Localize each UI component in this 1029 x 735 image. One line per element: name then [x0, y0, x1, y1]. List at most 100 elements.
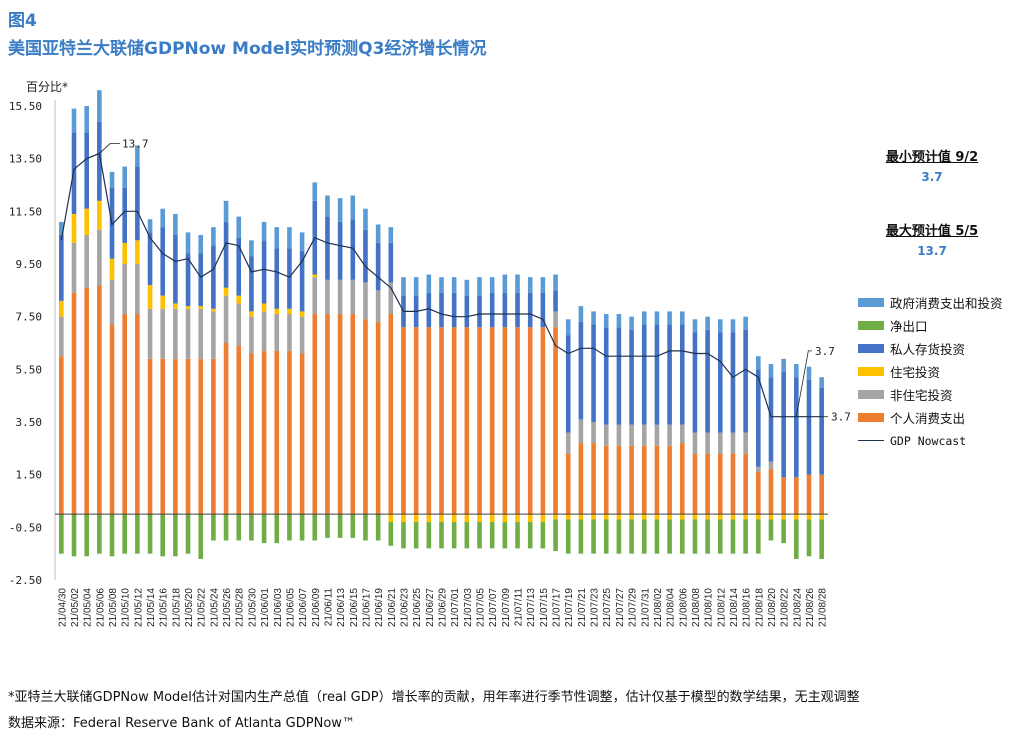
bar-segment-res	[249, 311, 254, 317]
bar-segment-netexp	[667, 519, 672, 554]
bar-segment-inv	[299, 250, 305, 312]
bar-segment-inv	[388, 242, 394, 283]
bar-segment-pce	[249, 353, 254, 515]
bar-segment-netexp	[717, 519, 723, 554]
bar-segment-inv	[363, 229, 368, 283]
bar-segment-res	[426, 514, 432, 523]
bar-segment-pce	[527, 327, 533, 515]
bar-segment-pce	[717, 453, 723, 515]
bar-segment-netexp	[756, 519, 761, 554]
y-tick-label: -2.50	[9, 574, 42, 587]
legend-label-nowcast: GDP Nowcast	[890, 433, 967, 448]
bar-segment-gov	[692, 319, 698, 333]
bar-segment-nonres	[743, 432, 748, 454]
bar-segment-inv	[502, 292, 508, 328]
bar-segment-netexp	[578, 519, 584, 554]
y-tick-label: 3.50	[16, 416, 43, 429]
legend-label-pce: 个人消费支出	[890, 411, 966, 426]
bar-segment-pce	[679, 443, 685, 515]
bar-segment-nonres	[692, 432, 698, 454]
bar-segment-netexp	[249, 514, 254, 541]
x-tick-label: 21/08/20	[767, 588, 778, 627]
bar-segment-netexp	[388, 522, 394, 546]
bar-segment-inv	[198, 253, 204, 307]
bar-segment-pce	[515, 327, 520, 515]
bar-segment-pce	[616, 445, 622, 515]
y-tick-label: -0.50	[9, 521, 42, 534]
bar-segment-gov	[730, 319, 736, 333]
bar-segment-netexp	[413, 522, 419, 549]
bar-segment-res	[806, 514, 812, 520]
bar-segment-res	[299, 311, 305, 317]
max-callout-label: 13.7	[122, 137, 149, 150]
bar-segment-inv	[439, 292, 444, 328]
bar-segment-res	[464, 514, 470, 523]
bar-segment-gov	[464, 279, 470, 296]
bar-segment-inv	[97, 121, 102, 201]
x-tick-label: 21/07/13	[526, 588, 537, 627]
bar-segment-nonres	[135, 264, 140, 315]
bar-segment-inv	[743, 329, 748, 433]
bar-segment-nonres	[337, 279, 343, 315]
bar-segment-res	[97, 200, 102, 230]
bar-segment-nonres	[717, 432, 723, 454]
x-tick-label: 21/07/09	[501, 588, 512, 627]
x-tick-label: 21/06/19	[374, 588, 385, 627]
x-tick-label: 21/05/04	[83, 588, 94, 627]
x-tick-label: 21/07/31	[640, 588, 651, 627]
bar-segment-gov	[236, 216, 242, 238]
bar-segment-pce	[439, 327, 444, 515]
bar-segment-res	[413, 514, 419, 523]
bar-segment-netexp	[439, 522, 444, 549]
bar-segment-netexp	[299, 514, 305, 541]
x-tick-label: 21/05/22	[197, 588, 208, 627]
x-tick-label: 21/06/11	[323, 588, 334, 627]
x-tick-label: 21/06/07	[298, 588, 309, 627]
bar-segment-inv	[540, 292, 546, 328]
x-tick-label: 21/06/01	[260, 588, 271, 627]
x-tick-label: 21/07/23	[590, 588, 601, 627]
bar-segment-res	[768, 514, 774, 520]
bar-segment-gov	[553, 274, 558, 291]
bar-segment-netexp	[426, 522, 432, 549]
bar-segment-gov	[173, 213, 178, 236]
bar-segment-res	[211, 308, 216, 312]
bar-segment-pce	[667, 445, 672, 515]
bar-segment-pce	[223, 343, 229, 515]
bar-segment-pce	[781, 477, 786, 515]
bar-segment-inv	[616, 327, 622, 425]
x-tick-label: 21/06/13	[336, 588, 347, 627]
bar-segment-netexp	[464, 522, 470, 549]
bar-segment-nonres	[287, 314, 292, 351]
bar-segment-pce	[185, 358, 191, 515]
y-tick-label: 15.50	[9, 100, 42, 113]
bar-segment-netexp	[565, 519, 571, 554]
bar-segment-res	[641, 514, 647, 520]
bar-segment-pce	[299, 353, 305, 515]
bar-segment-netexp	[236, 514, 242, 541]
bar-segment-nonres	[641, 424, 647, 446]
legend-label-gov: 政府消费支出和投资	[890, 296, 1003, 311]
bar-segment-netexp	[768, 519, 774, 541]
bar-segment-pce	[565, 453, 571, 515]
bar-segment-gov	[477, 277, 482, 296]
bar-segment-pce	[71, 292, 77, 515]
bar-segment-pce	[375, 321, 381, 515]
x-tick-label: 21/07/17	[552, 588, 563, 627]
bar-segment-res	[679, 514, 685, 520]
x-tick-label: 21/07/11	[514, 588, 525, 627]
bar-segment-netexp	[261, 514, 267, 544]
bar-segment-pce	[806, 474, 812, 515]
bar-segment-nonres	[553, 311, 558, 328]
legend-item-gov: 政府消费支出和投资	[858, 291, 1003, 314]
legend-swatch-netexp	[858, 321, 884, 330]
bar-segment-netexp	[705, 519, 710, 554]
bar-segment-nonres	[578, 419, 584, 444]
bar-segment-netexp	[363, 514, 368, 541]
legend-label-nonres: 非住宅投资	[890, 388, 953, 403]
bar-segment-gov	[312, 182, 318, 201]
bar-segment-res	[109, 258, 115, 280]
nowcast-line	[60, 152, 822, 418]
x-tick-label: 21/07/21	[577, 588, 588, 627]
x-tick-label: 21/05/26	[222, 588, 233, 627]
